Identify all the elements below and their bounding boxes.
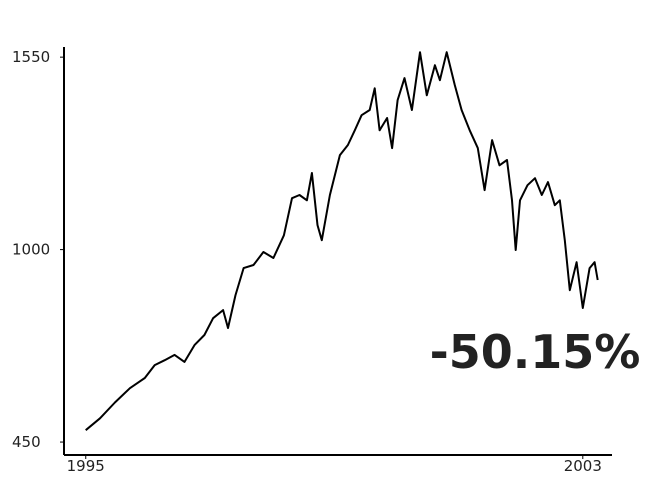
y-tick-label: 450 [12,433,41,451]
y-tick-label: 1000 [12,241,50,259]
x-tick-label: 2003 [564,457,602,475]
line-series [85,51,599,431]
x-tick-label: 1995 [67,457,105,475]
y-tick-label: 1550 [12,48,50,66]
annotation: -50.15% [430,325,641,379]
